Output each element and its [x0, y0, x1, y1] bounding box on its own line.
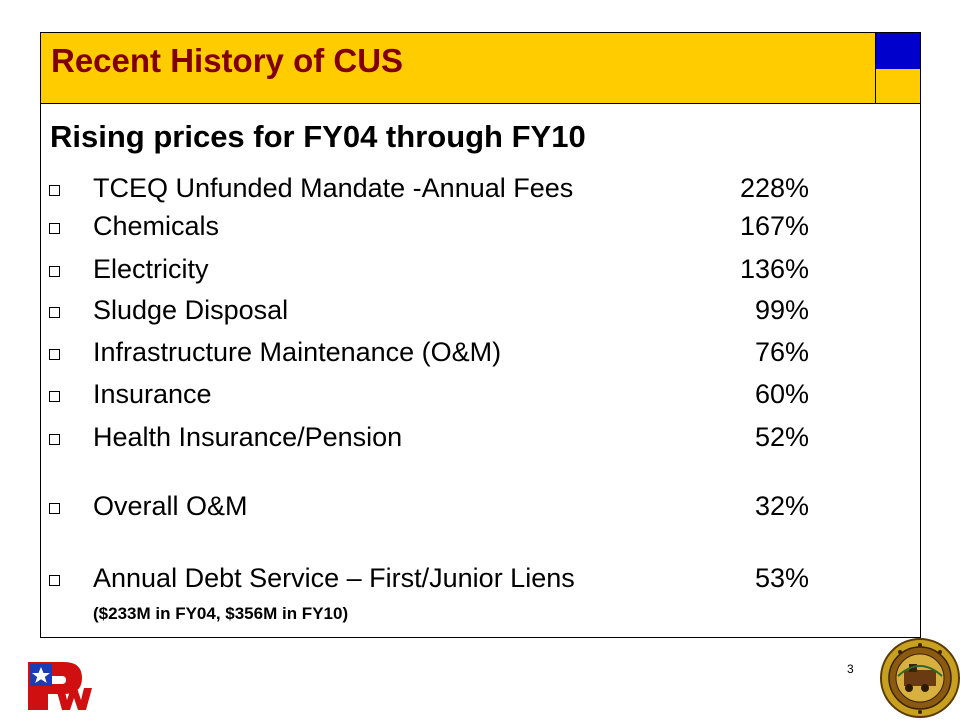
item-label: Overall O&M [93, 491, 248, 521]
corner-accent-gold [876, 69, 920, 104]
list-item: Annual Debt Service – First/Junior Liens… [49, 563, 809, 595]
corner-accent-blue [876, 33, 920, 69]
list-item: Sludge Disposal 99% [49, 295, 809, 327]
item-value: 228% [739, 173, 809, 203]
title-bar: Recent History of CUS [41, 33, 876, 104]
city-of-houston-seal-icon [880, 638, 960, 718]
list-item: Health Insurance/Pension 52% [49, 422, 809, 454]
bullet-square-icon [49, 391, 60, 402]
item-label: Annual Debt Service – First/Junior Liens [93, 563, 575, 593]
item-label: TCEQ Unfunded Mandate -Annual Fees [93, 173, 574, 203]
item-value: 32% [754, 491, 809, 521]
list-item: Electricity 136% [49, 254, 809, 286]
slide-frame: Recent History of CUS Rising prices for … [40, 32, 921, 638]
item-value: 167% [739, 211, 809, 241]
bullet-square-icon [49, 223, 60, 234]
item-label: Infrastructure Maintenance (O&M) [93, 337, 502, 367]
item-label: Chemicals [93, 211, 220, 241]
list-item: TCEQ Unfunded Mandate -Annual Fees 228% [49, 173, 809, 205]
item-value: 76% [754, 337, 809, 367]
item-value: 99% [754, 295, 809, 325]
puw-logo-icon [28, 662, 92, 710]
page-number: 3 [847, 662, 854, 676]
bullet-square-icon [49, 185, 60, 196]
bullet-square-icon [49, 307, 60, 318]
list-item: Infrastructure Maintenance (O&M) 76% [49, 337, 809, 369]
list-item: Chemicals 167% [49, 211, 809, 243]
bullet-square-icon [49, 434, 60, 445]
item-label: Health Insurance/Pension [93, 422, 403, 452]
item-value: 136% [739, 254, 809, 284]
list-item: Insurance 60% [49, 379, 809, 411]
slide-title: Recent History of CUS [51, 42, 404, 79]
bullet-square-icon [49, 575, 60, 586]
item-label: Insurance [93, 379, 212, 409]
item-value: 60% [754, 379, 809, 409]
bullet-square-icon [49, 266, 60, 277]
slide-heading: Rising prices for FY04 through FY10 [50, 119, 586, 154]
bullet-square-icon [49, 349, 60, 360]
list-item: Overall O&M 32% [49, 491, 809, 523]
item-value: 52% [754, 422, 809, 452]
item-label: Electricity [93, 254, 209, 284]
debt-service-note: ($233M in FY04, $356M in FY10) [93, 604, 349, 623]
item-value: 53% [754, 563, 809, 593]
item-label: Sludge Disposal [93, 295, 289, 325]
bullet-square-icon [49, 503, 60, 514]
